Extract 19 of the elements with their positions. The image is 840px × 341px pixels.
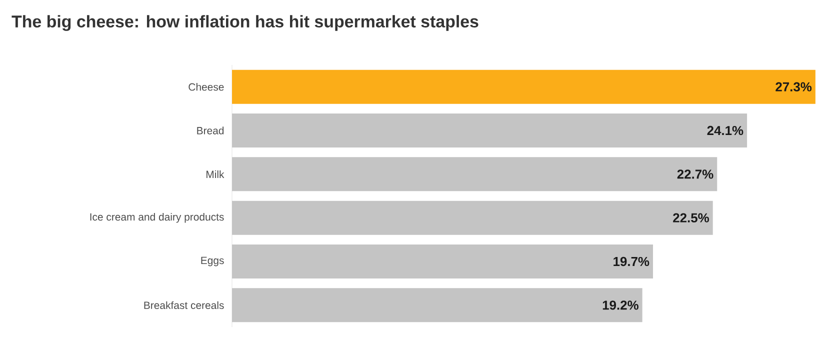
bar xyxy=(232,70,816,104)
data-label: 24.1% xyxy=(707,126,744,136)
data-label: 22.7% xyxy=(677,170,714,179)
bar xyxy=(232,114,748,148)
y-tick-label: Eggs xyxy=(201,256,224,266)
y-tick-label: Breakfast cereals xyxy=(144,301,224,310)
y-tick-label: Cheese xyxy=(188,83,224,91)
data-label: 19.7% xyxy=(614,256,650,266)
y-tick-label: Ice cream and dairy products xyxy=(90,212,224,223)
chart-title: The big cheese: how inflation has hit supermarket staples xyxy=(12,15,478,31)
data-label: 19.2% xyxy=(602,300,638,310)
bar xyxy=(232,288,642,322)
data-label: 27.3% xyxy=(776,82,812,92)
bar xyxy=(232,244,654,279)
bar xyxy=(232,200,713,235)
y-tick-label: Milk xyxy=(206,170,224,178)
data-label: 22.5% xyxy=(673,213,709,222)
y-tick-label: Bread xyxy=(197,126,224,134)
bar xyxy=(232,157,718,192)
